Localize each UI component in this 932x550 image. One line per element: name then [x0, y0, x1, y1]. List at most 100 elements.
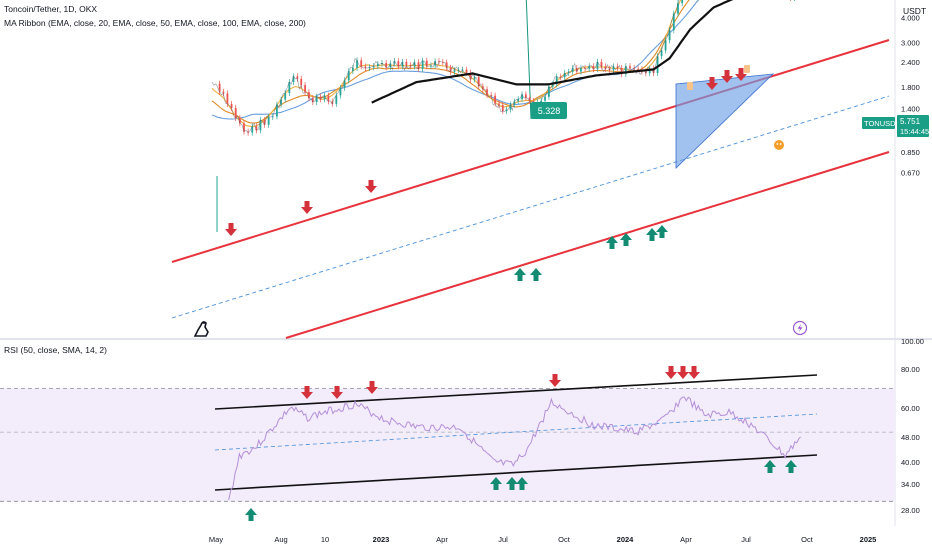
countdown-label: 15:44:45	[900, 127, 929, 136]
sell-arrow-price[interactable]	[706, 77, 718, 90]
buy-arrow-price[interactable]	[606, 236, 618, 249]
sell-arrow-rsi[interactable]	[331, 386, 343, 399]
rsi-resistance-line[interactable]	[214, 374, 818, 410]
price-tick-label: 4.000	[901, 14, 920, 23]
sell-arrow-rsi[interactable]	[665, 366, 677, 379]
candle-body	[376, 63, 379, 67]
ema20-line[interactable]	[211, 0, 801, 128]
time-tick-label: Jul	[741, 535, 751, 544]
ema200-line[interactable]	[371, 0, 801, 104]
candle-body	[311, 98, 314, 103]
buy-arrow-rsi[interactable]	[516, 477, 528, 490]
sell-arrow-rsi[interactable]	[688, 366, 700, 379]
ema100-line[interactable]	[211, 0, 801, 120]
candle-body	[434, 61, 437, 66]
candles	[218, 0, 795, 136]
rsi-tick-label: 34.00	[901, 480, 920, 489]
candle-body	[255, 126, 258, 131]
candle-body	[620, 67, 623, 75]
candle-body	[490, 94, 493, 96]
buy-arrow-price[interactable]	[514, 268, 526, 281]
axes-layer: 16.00012.0009.0007.0005.5004.0003.0002.4…	[209, 14, 924, 544]
indicator-title[interactable]: MA Ribbon (EMA, close, 20, EMA, close, 5…	[4, 18, 306, 28]
time-tick-label: Apr	[436, 535, 448, 544]
channel-midline[interactable]	[171, 95, 890, 319]
candle-body	[243, 123, 245, 132]
buy-arrow-rsi[interactable]	[490, 477, 502, 490]
candle-body	[351, 67, 354, 72]
candle-body	[267, 117, 270, 125]
candle-body	[343, 80, 346, 88]
sell-arrow-price[interactable]	[721, 70, 733, 83]
buy-arrow-price[interactable]	[656, 225, 668, 238]
rsi-midline[interactable]	[214, 413, 818, 451]
buy-arrow-rsi[interactable]	[764, 460, 776, 473]
candle-body	[604, 66, 607, 69]
ema50-line[interactable]	[211, 0, 801, 124]
candle-body	[652, 68, 655, 73]
rsi-band	[0, 388, 895, 502]
sell-arrow-rsi[interactable]	[366, 381, 378, 394]
earnings-flag-icon[interactable]	[744, 65, 750, 73]
price-pane[interactable]	[0, 0, 895, 338]
time-tick-label: Jul	[498, 535, 508, 544]
price-line[interactable]	[211, 0, 801, 134]
level-badge[interactable]: 5.328	[531, 102, 567, 119]
candle-body	[449, 67, 452, 72]
currency-label: USDT	[903, 6, 926, 16]
lightning-icon[interactable]	[792, 320, 808, 336]
candle-body	[292, 76, 295, 83]
candle-body	[364, 66, 367, 69]
sell-arrow-price[interactable]	[301, 201, 313, 214]
buy-arrow-price[interactable]	[646, 228, 658, 241]
candle-body	[222, 91, 225, 94]
drawings-layer	[171, 0, 890, 491]
sell-arrow-rsi[interactable]	[549, 374, 561, 387]
price-tick-label: 0.670	[901, 168, 920, 177]
sell-arrow-rsi[interactable]	[301, 386, 313, 399]
price-tick-label: 0.850	[901, 148, 920, 157]
price-tick-label: 3.000	[901, 39, 920, 48]
candle-body	[276, 104, 278, 117]
rsi-tick-label: 60.00	[901, 404, 920, 413]
time-tick-label: Oct	[558, 535, 571, 544]
candle-body	[335, 95, 338, 104]
candle-body	[465, 69, 468, 73]
earnings-flag-icon[interactable]	[687, 82, 693, 90]
candle-body	[401, 61, 404, 67]
candle-body	[234, 107, 237, 119]
rsi-tick-label: 48.00	[901, 433, 920, 442]
candle-body	[477, 77, 480, 87]
time-tick-label: May	[209, 535, 223, 544]
candle-body	[319, 96, 322, 100]
sell-arrow-price[interactable]	[225, 223, 237, 236]
rsi-line[interactable]	[228, 396, 801, 501]
candle-body	[481, 86, 484, 90]
buy-arrow-rsi[interactable]	[506, 477, 518, 490]
symbol-title[interactable]: Toncoin/Tether, 1D, OKX	[4, 4, 97, 14]
candle-body	[425, 60, 428, 67]
buy-arrow-rsi[interactable]	[245, 508, 257, 521]
rsi-title[interactable]: RSI (50, close, SMA, 14, 2)	[4, 345, 107, 355]
candle-body	[247, 131, 250, 133]
candle-body	[528, 97, 531, 102]
candle-body	[555, 76, 558, 85]
sell-arrow-price[interactable]	[365, 180, 377, 193]
rsi-tick-label: 100.00	[901, 337, 924, 346]
candle-body	[677, 3, 679, 14]
channel-lower-line[interactable]	[285, 151, 890, 339]
sell-arrow-rsi[interactable]	[677, 366, 689, 379]
ticker-price-badge[interactable]: TONUSDT 5.751 15:44:45	[862, 115, 929, 137]
sell-arrow-price[interactable]	[735, 68, 747, 81]
candle-body	[469, 72, 472, 80]
emoji-flag-icon[interactable]	[774, 140, 784, 150]
buy-arrow-price[interactable]	[530, 268, 542, 281]
price-tick-label: 1.800	[901, 83, 920, 92]
buy-arrow-price[interactable]	[620, 233, 632, 246]
candle-body	[505, 109, 508, 112]
candle-body	[445, 62, 448, 68]
buy-arrow-rsi[interactable]	[785, 460, 797, 473]
rsi-support-line[interactable]	[214, 454, 818, 491]
candle-body	[263, 120, 266, 125]
